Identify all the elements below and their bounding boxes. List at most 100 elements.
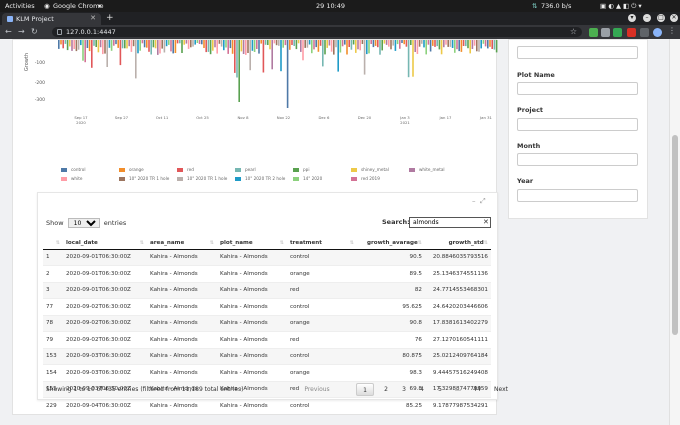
table-cell: red — [287, 281, 357, 299]
month-select[interactable] — [517, 153, 638, 166]
filter-select-top[interactable] — [517, 46, 638, 59]
window-close-icon[interactable]: ✕ — [670, 14, 678, 22]
sort-icon[interactable]: ⇅ — [209, 239, 214, 246]
sort-icon[interactable]: ⇅ — [279, 239, 284, 246]
extension-icon[interactable] — [601, 28, 610, 37]
table-row[interactable]: 229 2020-09-04T06:30:00Z Kahira - Almonds K… — [43, 397, 491, 414]
table-row[interactable]: 155 2020-09-03T06:30:00Z Kahira - Almonds K… — [43, 380, 491, 398]
page-scrollbar[interactable] — [669, 39, 680, 425]
table-row[interactable]: 154 2020-09-03T06:30:00Z Kahira - Almonds K… — [43, 364, 491, 381]
page-button[interactable]: 3 — [402, 386, 406, 393]
tab-search-icon[interactable]: ▾ — [628, 14, 636, 22]
legend-item[interactable]: 14" 2020 — [293, 176, 322, 182]
page-button[interactable]: 2 — [384, 386, 388, 393]
chart-bar — [227, 40, 229, 54]
plot-name-select[interactable] — [517, 82, 638, 95]
table-row[interactable]: 78 2020-09-02T06:30:00Z Kahira - Almonds Ka… — [43, 314, 491, 332]
table-cell: 90.8 — [357, 314, 425, 332]
page-info-icon[interactable] — [57, 29, 62, 35]
legend-item[interactable]: red — [177, 167, 194, 173]
next-page-button[interactable]: Next — [494, 386, 508, 393]
status-icons[interactable]: ▣ ◐ ▲ ◧ ⏻ ▾ — [600, 2, 642, 10]
chevron-down-icon: ▾ — [98, 2, 102, 10]
table-cell: 98.3 — [357, 364, 425, 381]
legend-item[interactable]: orange — [119, 167, 144, 173]
forward-icon[interactable]: → — [18, 27, 25, 36]
extension-icon[interactable] — [613, 28, 622, 37]
chart-bar — [451, 40, 454, 48]
chart-bar — [438, 40, 441, 50]
table-row[interactable]: 3 2020-09-01T06:30:00Z Kahira - Almonds Kah… — [43, 281, 491, 299]
chart-bar — [170, 40, 172, 52]
sort-icon[interactable]: ⇅ — [139, 239, 144, 246]
column-header[interactable]: growth_std ⇅ — [425, 237, 491, 250]
x-tick-label: Nov 8 — [237, 115, 249, 120]
app-menu[interactable]: Google Chrome — [53, 2, 104, 10]
table-cell: Kahira - Almonds — [217, 347, 287, 365]
previous-page-button[interactable]: Previous — [304, 386, 330, 393]
column-header[interactable]: plot_name ⇅ — [217, 237, 287, 250]
page-button[interactable]: 5 — [438, 386, 442, 393]
new-tab-icon[interactable]: + — [106, 13, 114, 23]
legend-item[interactable]: red 2019 — [351, 176, 380, 182]
legend-item[interactable]: control — [61, 167, 86, 173]
activities-button[interactable]: Activities — [5, 2, 35, 10]
profile-avatar[interactable] — [653, 28, 662, 37]
legend-item[interactable]: 10" 2020 TR 1 hole — [177, 176, 227, 182]
chart-bar — [302, 40, 304, 61]
sort-icon[interactable]: ⇅ — [483, 239, 488, 246]
year-select[interactable] — [517, 189, 638, 202]
table-cell: 82 — [357, 281, 425, 299]
legend-item[interactable]: shiney_metal — [351, 167, 389, 173]
extension-icon[interactable] — [589, 28, 598, 37]
sort-icon[interactable]: ⇅ — [349, 239, 354, 246]
minimize-icon[interactable]: – — [643, 14, 651, 22]
table-row[interactable]: 1 2020-09-01T06:30:00Z Kahira - Almonds Kah… — [43, 248, 491, 266]
search-input[interactable] — [409, 217, 491, 228]
table-cell: control — [287, 397, 357, 414]
chart-bar — [377, 40, 379, 48]
legend-item[interactable]: 10" 2020 TR 2 hole — [235, 176, 285, 182]
page-length-select[interactable]: 10 — [67, 218, 100, 228]
box-tools[interactable]: – ⤢ — [472, 197, 486, 205]
page-button[interactable]: 44 — [473, 386, 481, 393]
sort-icon[interactable]: ⇅ — [55, 239, 60, 246]
back-icon[interactable]: ← — [5, 27, 12, 36]
table-row[interactable]: 77 2020-09-02T06:30:00Z Kahira - Almonds Ka… — [43, 298, 491, 315]
legend-item[interactable]: ppi — [293, 167, 309, 173]
column-header[interactable]: growth_avarage ⇅ — [357, 237, 425, 250]
extension-icon[interactable] — [627, 28, 636, 37]
page-button[interactable]: 1 — [356, 383, 374, 396]
bookmark-star-icon[interactable]: ☆ — [569, 27, 577, 36]
table-row[interactable]: 2 2020-09-01T06:30:00Z Kahira - Almonds Kah… — [43, 265, 491, 282]
chart-bar — [447, 40, 449, 47]
table-row[interactable]: 79 2020-09-02T06:30:00Z Kahira - Almonds Ka… — [43, 331, 491, 348]
table-cell: red — [287, 380, 357, 398]
close-tab-icon[interactable]: ✕ — [90, 14, 96, 22]
column-header[interactable]: area_name ⇅ — [147, 237, 217, 250]
chrome-menu-icon[interactable]: ⋮ — [668, 26, 676, 35]
legend-item[interactable]: pearl — [235, 167, 256, 173]
browser-tab[interactable]: KLM Project ✕ — [2, 13, 101, 25]
project-select[interactable] — [517, 118, 638, 131]
column-header[interactable]: local_date ⇅ — [63, 237, 147, 250]
column-header[interactable]: ⇅ — [43, 237, 63, 250]
clear-search-icon[interactable]: ✕ — [483, 218, 489, 226]
chart-bar — [370, 40, 372, 44]
clock[interactable]: 29 10:49 — [316, 2, 346, 10]
reload-icon[interactable]: ↻ — [31, 27, 38, 36]
legend-item[interactable]: 10" 2020 TR 1 hole — [119, 176, 169, 182]
address-bar[interactable]: 127.0.0.1:4447 ☆ — [52, 27, 582, 37]
sort-icon[interactable]: ⇅ — [417, 239, 422, 246]
scrollbar-thumb[interactable] — [672, 135, 678, 335]
table-cell: 2020-09-01T06:30:00Z — [63, 248, 147, 266]
table-row[interactable]: 153 2020-09-03T06:30:00Z Kahira - Almonds K… — [43, 347, 491, 365]
extensions-puzzle-icon[interactable] — [640, 28, 649, 37]
legend-item[interactable]: white — [61, 176, 82, 182]
column-header[interactable]: treatment ⇅ — [287, 237, 357, 250]
page-button[interactable]: 4 — [420, 386, 424, 393]
maximize-icon[interactable]: □ — [657, 14, 665, 22]
chart-bar — [150, 40, 152, 55]
legend-item[interactable]: white_metal — [409, 167, 445, 173]
chrome-app-icon: ◉ — [44, 2, 50, 10]
